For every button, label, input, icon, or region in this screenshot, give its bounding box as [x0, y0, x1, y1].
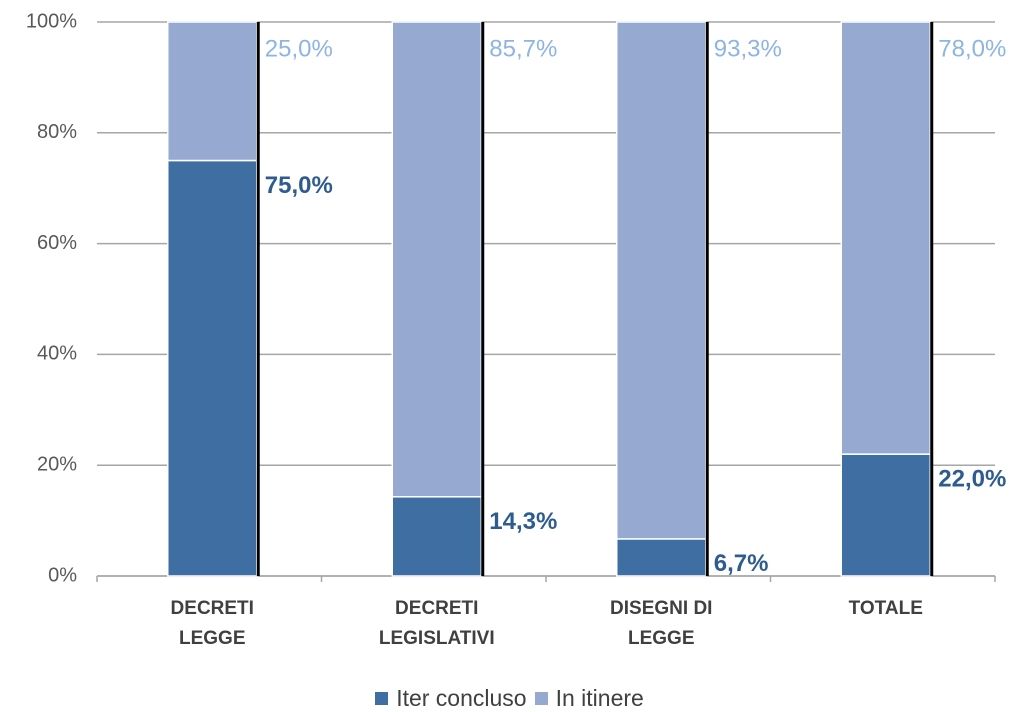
legend-label: In itinere [555, 685, 644, 711]
bar-segment [616, 538, 707, 577]
bar-shadow [481, 22, 485, 576]
y-tick-label: 100% [26, 10, 77, 32]
legend-swatch [534, 692, 548, 705]
bar-shadow [256, 22, 260, 576]
data-label: 85,7% [489, 35, 557, 62]
bar-segment [391, 496, 482, 577]
plot: 0% 20% 40% 60% 80% 100% 75,0% 25,0% 14,3% 85,7% 6,… [26, 10, 1006, 586]
y-tick-label: 60% [37, 232, 77, 254]
bar-segment [167, 21, 258, 162]
legend-item: Iter concluso [375, 685, 527, 712]
x-tick-label: DECRETI LEGISLATIVI [378, 598, 495, 649]
legend: Iter concluso In itinere [0, 684, 1019, 712]
legend-item: In itinere [534, 685, 644, 712]
y-tick-label: 80% [37, 121, 77, 143]
x-tick-label: DISEGNI DI LEGGE [610, 598, 713, 649]
data-label: 25,0% [265, 35, 333, 62]
bar-segment [391, 21, 482, 498]
legend-swatch [375, 692, 389, 705]
y-tick-label: 0% [48, 564, 77, 586]
bar-shadow [705, 22, 709, 576]
data-label: 78,0% [938, 35, 1006, 62]
y-tick-label: 40% [37, 343, 77, 365]
data-label: 22,0% [938, 465, 1006, 492]
bar-segment [616, 21, 707, 540]
x-tick-label: DECRETI LEGGE [170, 598, 254, 649]
bar-segment [167, 159, 258, 577]
bar-segment [840, 453, 931, 577]
data-label: 75,0% [265, 172, 333, 199]
bar-segment [840, 21, 931, 455]
x-tick-label: TOTALE [848, 598, 923, 619]
data-label: 14,3% [489, 508, 557, 535]
bar-shadow [930, 22, 934, 576]
legend-label: Iter concluso [396, 685, 527, 711]
data-label: 93,3% [714, 35, 782, 62]
data-label: 6,7% [714, 550, 769, 577]
y-tick-label: 20% [37, 453, 77, 475]
